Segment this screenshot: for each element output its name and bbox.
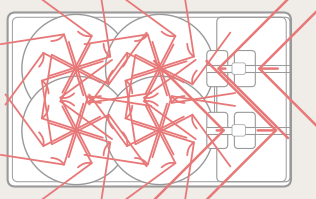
FancyBboxPatch shape — [207, 51, 228, 87]
Bar — [207, 127, 255, 134]
FancyBboxPatch shape — [234, 112, 255, 148]
FancyBboxPatch shape — [207, 112, 228, 148]
Bar — [207, 65, 255, 72]
Circle shape — [22, 76, 130, 185]
FancyBboxPatch shape — [8, 13, 291, 186]
FancyBboxPatch shape — [232, 125, 245, 136]
Circle shape — [106, 76, 214, 185]
FancyBboxPatch shape — [234, 51, 255, 87]
Circle shape — [106, 14, 214, 123]
Circle shape — [22, 14, 130, 123]
FancyBboxPatch shape — [232, 63, 245, 74]
